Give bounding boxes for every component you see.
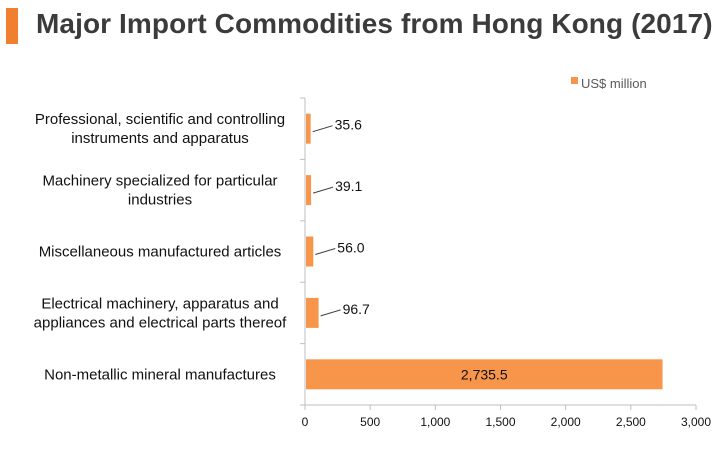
category-label: Electrical machinery, apparatus and appli… [34,295,287,331]
x-tick-label: 2,000 [551,415,581,429]
category-label: Non-metallic mineral manufactures [44,366,276,383]
category-label: Miscellaneous manufactured articles [39,244,282,261]
x-tick-label: 1,000 [420,415,450,429]
category-label: Professional, scientific and controlling… [35,111,285,147]
title-accent-bar [6,8,18,44]
data-label-leader [312,125,333,133]
x-tick-label: 3,000 [681,415,711,429]
legend-label: US$ million [581,76,647,91]
bar [306,359,663,390]
category-label: Machinery specialized for particular indu… [42,173,277,209]
data-label-leader [312,186,334,194]
data-label: 39.1 [335,178,362,194]
bar [306,297,319,328]
data-label: 2,735.5 [461,366,508,382]
data-label: 56.0 [337,240,364,256]
x-tick-label: 0 [302,415,309,429]
bar [306,175,312,206]
data-label: 35.6 [335,117,362,133]
chart-title: Major Import Commodities from Hong Kong … [36,8,713,39]
data-label-leader [315,248,336,255]
data-label: 96.7 [343,301,370,317]
x-tick-label: 500 [360,415,380,429]
legend-swatch [571,77,578,84]
x-tick-label: 1,500 [485,415,515,429]
bar [306,113,311,144]
data-label-leader [320,309,341,317]
x-tick-label: 2,500 [616,415,646,429]
legend: US$ million [571,76,647,91]
bar [306,236,314,267]
